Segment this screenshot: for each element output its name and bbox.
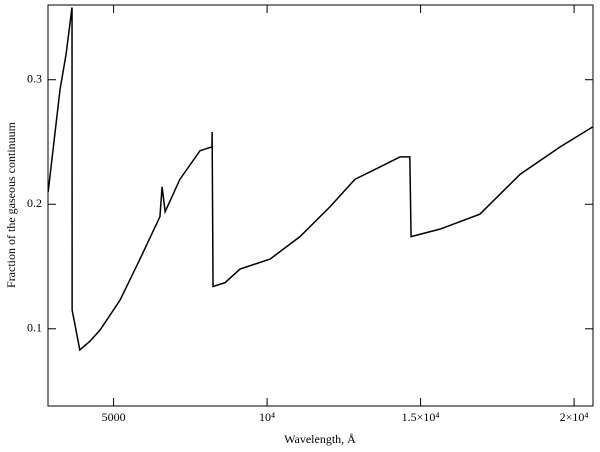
x-tick-label: 1.5×10⁴	[402, 410, 440, 424]
y-tick-label: 0.3	[27, 71, 42, 85]
y-tick-label: 0.1	[27, 321, 42, 335]
data-line	[47, 7, 593, 352]
y-tick-label: 0.2	[27, 196, 42, 210]
x-axis-label: Wavelength, Å	[284, 432, 356, 446]
plot-frame	[47, 4, 594, 407]
x-tick-label: 2×10⁴	[560, 410, 589, 424]
y-axis-label: Fraction of the gaseous continuum	[4, 121, 18, 288]
x-tick-label: 5000	[102, 410, 126, 424]
x-tick-label: 10⁴	[259, 410, 275, 424]
